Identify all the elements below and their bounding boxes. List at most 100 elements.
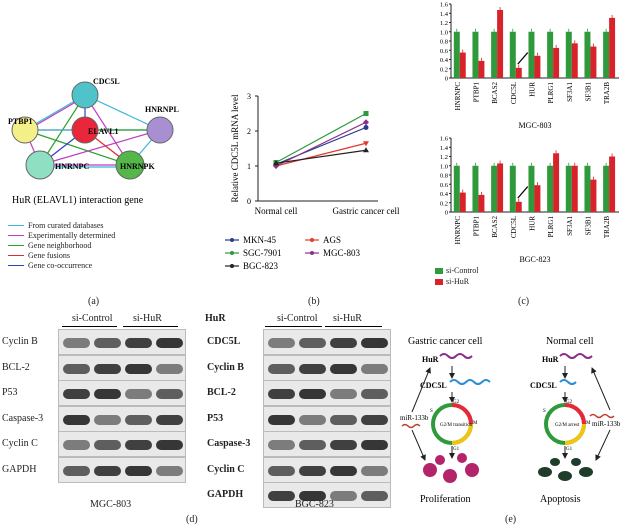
bar-1-7 bbox=[590, 46, 597, 78]
y-tick-label: 1.0 bbox=[440, 163, 448, 170]
series-point-2-1 bbox=[363, 111, 369, 116]
blot-band bbox=[268, 440, 295, 450]
blot-band bbox=[156, 414, 183, 425]
blot-band bbox=[125, 338, 152, 348]
y-tick-label: 0 bbox=[247, 197, 251, 206]
blot-band bbox=[125, 414, 152, 425]
legend-text-3: Gene fusions bbox=[28, 250, 70, 260]
blot-band bbox=[299, 389, 326, 399]
legend-line-1 bbox=[8, 234, 24, 236]
blot-mgc803: si-Control si-HuR Cyclin B BCL-2 P53 Caspas… bbox=[0, 313, 200, 513]
bar-0-5 bbox=[547, 165, 554, 212]
x-tick-label: CDC5L bbox=[510, 82, 518, 104]
y-tick-label: 0.8 bbox=[440, 173, 448, 180]
bar-1-4 bbox=[534, 55, 541, 78]
x-tick-label: PLRG1 bbox=[547, 216, 555, 238]
blot-strip bbox=[263, 405, 391, 432]
blot-band bbox=[63, 414, 90, 425]
right-mir: miR-133b bbox=[592, 420, 621, 428]
y-tick-label: 0 bbox=[445, 210, 448, 217]
node-hnrnpc bbox=[25, 150, 55, 180]
blot2-header-hur: si-HuR bbox=[333, 313, 362, 324]
blot-band bbox=[94, 338, 121, 348]
series-line-3 bbox=[275, 121, 367, 167]
blot-row-label: P53 bbox=[2, 387, 18, 398]
legend-swatch-hur bbox=[435, 278, 443, 285]
blot-strip bbox=[263, 431, 391, 457]
legend-marker-4 bbox=[230, 264, 234, 268]
blot-row-label: Cyclin C bbox=[2, 438, 38, 449]
blot-band bbox=[330, 491, 357, 501]
blot-row-label: CDC5L bbox=[207, 336, 241, 347]
legend-label-2: SGC-7901 bbox=[243, 248, 282, 258]
legend-item-4: Gene co-occurrence bbox=[8, 260, 208, 270]
blot-strip bbox=[263, 380, 391, 406]
right-outcome: Apoptosis bbox=[540, 494, 581, 505]
blot-band bbox=[330, 465, 357, 476]
blot-band bbox=[361, 440, 388, 450]
blot-band bbox=[125, 465, 152, 476]
blot-band bbox=[268, 465, 295, 476]
blot-row-label: GAPDH bbox=[2, 463, 37, 475]
y-tick-label: 0.6 bbox=[440, 182, 449, 189]
y-tick-label: 1.4 bbox=[440, 145, 449, 152]
node-hnrnpk bbox=[115, 150, 145, 180]
blot-row-label: Cyclin C bbox=[207, 463, 245, 475]
y-tick-label: 0 bbox=[445, 76, 448, 83]
schematic-right-title: Normal cell bbox=[546, 336, 594, 347]
y-tick-label: 1.2 bbox=[440, 154, 448, 161]
legend-text-2: Gene neighborhood bbox=[28, 240, 92, 250]
blot-strip bbox=[263, 329, 391, 355]
blot-band bbox=[94, 389, 121, 399]
right-phase-g2: G2 bbox=[566, 400, 573, 405]
series-point-4-1 bbox=[363, 147, 369, 153]
blot-band bbox=[299, 491, 326, 501]
node-ptbp1 bbox=[11, 116, 39, 144]
right-phase-g1: G1 bbox=[566, 447, 573, 452]
mechanism-schematic: Gastric cancer cell Normal cell HuR CDC5… bbox=[400, 336, 621, 505]
series-point-4-0 bbox=[273, 160, 279, 166]
bar-chart-bgc823: 0 0.2 0.4 0.6 0.8 1.0 1.2 1.4 1.6 HNRNPC PTBP1 BCAS… bbox=[440, 136, 619, 264]
panel-label-a: (a) bbox=[88, 296, 100, 307]
bar-chart-title: BGC-823 bbox=[519, 255, 550, 264]
blot-band bbox=[361, 389, 388, 399]
bar-1-4 bbox=[534, 185, 541, 212]
blot-row-label: P53 bbox=[207, 412, 224, 424]
legend-hur: si-HuR bbox=[446, 277, 470, 286]
right-hur: HuR bbox=[542, 355, 559, 364]
blot-band bbox=[299, 465, 326, 476]
y-tick-label: 1.0 bbox=[440, 29, 448, 36]
x-tick-label: HUR bbox=[528, 216, 536, 231]
x-tick-label: SF3A1 bbox=[566, 82, 574, 102]
blot-band bbox=[361, 414, 388, 425]
legend-marker-3 bbox=[310, 251, 314, 255]
blot-band bbox=[94, 414, 121, 425]
y-tick-label: 0.2 bbox=[440, 66, 448, 73]
bar-0-4 bbox=[528, 165, 535, 212]
legend-control: si-Control bbox=[446, 266, 479, 275]
blot-band bbox=[268, 491, 295, 501]
panel-label-d: (d) bbox=[186, 514, 198, 525]
left-cdc5l: CDC5L bbox=[420, 381, 447, 390]
series-point-1-1 bbox=[363, 141, 369, 147]
blot-row-label: Caspase-3 bbox=[2, 412, 44, 424]
bar-0-3 bbox=[509, 165, 516, 212]
blot-row-label: Cyclin B bbox=[2, 336, 38, 347]
blot-row-label: GAPDH bbox=[207, 489, 244, 500]
blot-row-label: BCL-2 bbox=[2, 361, 30, 373]
y-tick-label: 1 bbox=[247, 162, 251, 171]
legend-item-3: Gene fusions bbox=[8, 250, 208, 260]
series-line-0 bbox=[275, 126, 367, 165]
blot-row-label: Cyclin B bbox=[207, 361, 244, 373]
bar-0-1 bbox=[472, 165, 479, 212]
x-tick-label: TRA2B bbox=[603, 216, 611, 239]
legend-item-1: Experimentally determined bbox=[8, 230, 208, 240]
node-label-cdc5l: CDC5L bbox=[93, 77, 120, 86]
blot-band bbox=[156, 338, 183, 348]
x-tick-label: BCAS2 bbox=[491, 82, 499, 104]
blot-band bbox=[299, 440, 326, 450]
node-hnrnpl bbox=[146, 116, 174, 144]
y-tick-label: 0.4 bbox=[440, 57, 449, 64]
blot-strip bbox=[263, 354, 391, 381]
y-tick-label: 1.6 bbox=[440, 2, 449, 9]
